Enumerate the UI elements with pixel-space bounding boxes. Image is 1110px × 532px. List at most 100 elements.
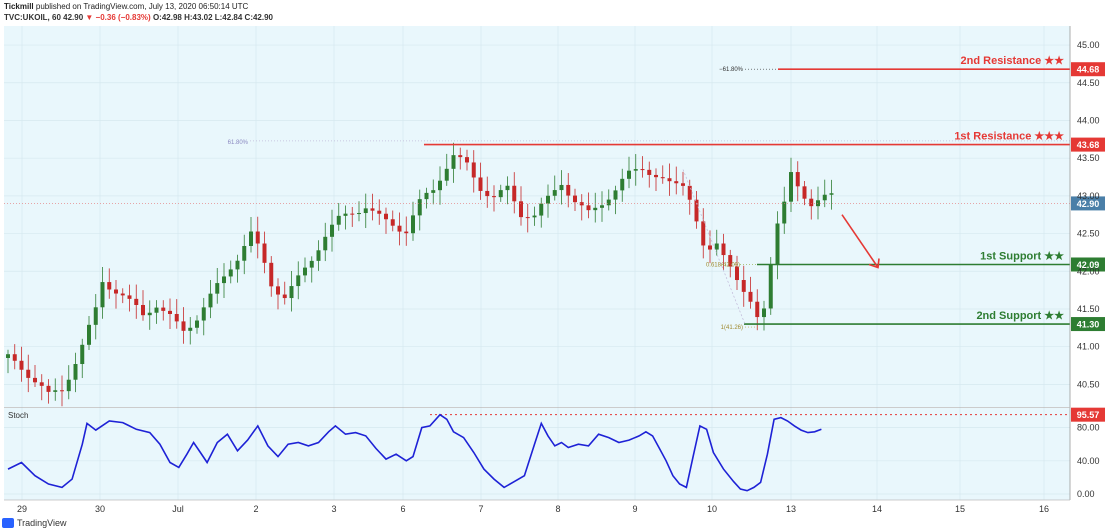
candle-body — [269, 262, 274, 287]
candle-body — [714, 243, 719, 250]
candle-body — [377, 210, 382, 214]
candle-body — [188, 327, 193, 331]
x-tick-label: 10 — [707, 504, 717, 514]
candle-body — [789, 172, 793, 202]
candle-body — [775, 223, 780, 265]
candle-body — [701, 221, 706, 246]
projection-arrow — [841, 214, 879, 268]
candle-body — [654, 174, 658, 178]
level-tag-text: 42.09 — [1077, 260, 1100, 270]
candle-body — [80, 344, 85, 365]
y-tick-label: 40.50 — [1077, 379, 1100, 389]
candle-body — [640, 169, 645, 171]
candle-body — [235, 260, 240, 270]
candle-body — [579, 202, 584, 206]
candle-body — [431, 190, 436, 193]
x-tick-label: 14 — [872, 504, 882, 514]
candle-body — [66, 379, 71, 392]
candle-body — [708, 245, 712, 250]
candle-body — [721, 243, 726, 256]
candle-body — [404, 231, 409, 234]
candle-body — [539, 203, 544, 216]
grid — [4, 26, 1070, 500]
candle-body — [384, 213, 388, 220]
candle-body — [492, 196, 496, 198]
candle-body — [424, 192, 429, 200]
candle-body — [768, 264, 773, 309]
x-tick-label: Jul — [172, 504, 184, 514]
candle-body — [667, 178, 672, 182]
candle-body — [323, 236, 328, 251]
candle-body — [512, 185, 517, 202]
y-tick-label: 41.50 — [1077, 304, 1100, 314]
price-axis: 40.50 41.00 41.50 42.00 42.50 43.00 43.50 44.00… — [4, 26, 1100, 501]
candle-body — [660, 177, 665, 179]
x-tick-label: 3 — [331, 504, 336, 514]
candle-body — [262, 243, 267, 263]
candle-body — [289, 286, 294, 299]
candle-body — [282, 294, 287, 299]
x-tick-label: 13 — [786, 504, 796, 514]
candle-body — [309, 260, 314, 268]
candle-body — [417, 199, 422, 216]
fib-618-label: 61.80% — [228, 140, 249, 146]
fib-mid-label: 0.618(42.09) — [706, 262, 740, 268]
candle-body — [485, 190, 490, 197]
level-label: 2nd Resistance ★★ — [961, 55, 1065, 67]
candle-body — [134, 298, 139, 305]
candle-body — [741, 280, 746, 292]
candle-body — [201, 307, 206, 321]
candle-body — [438, 180, 442, 191]
level-label: 1st Resistance ★★★ — [954, 131, 1064, 143]
candle-body — [795, 172, 800, 187]
candle-body — [755, 301, 760, 318]
candle-body — [6, 354, 10, 358]
x-tick-label: 30 — [95, 504, 105, 514]
price-panel-bg — [4, 26, 1070, 407]
current-price-tag — [1071, 196, 1105, 211]
candle-body — [748, 291, 753, 302]
symbol-line: TVC:UKOIL, 60 42.90 ▼ −0.36 (−0.83%) O:4… — [4, 12, 704, 23]
candle-body — [525, 217, 530, 219]
candle-body — [694, 199, 699, 222]
fib-low-label: 1(41.26) — [721, 325, 743, 331]
candle-body — [12, 354, 17, 361]
candle-body — [127, 295, 132, 299]
candle-body — [532, 215, 537, 218]
candle-body — [390, 219, 395, 226]
candle-body — [316, 250, 321, 261]
candle-body — [154, 307, 159, 313]
level-tag — [1071, 137, 1105, 152]
stoch-y-tick-label: 80.00 — [1077, 423, 1100, 433]
level-label: 2nd Support ★★ — [976, 310, 1064, 322]
x-tick-label: 7 — [478, 504, 483, 514]
candle-body — [93, 307, 98, 325]
publisher-name[interactable]: Tickmill — [4, 2, 34, 11]
stoch-panel-bg — [4, 408, 1070, 500]
tradingview-logo-icon — [2, 518, 14, 528]
projection-arrow-head — [868, 258, 880, 269]
candle-body — [728, 255, 733, 267]
candle-body — [303, 267, 307, 276]
candle-body — [147, 312, 152, 316]
candle-body — [168, 310, 172, 314]
candle-body — [566, 184, 571, 196]
candle-body — [215, 283, 220, 294]
stoch-title: Stoch — [8, 411, 28, 420]
candle-body — [120, 293, 125, 296]
x-tick-label: 6 — [400, 504, 405, 514]
candle-body — [573, 195, 577, 203]
tradingview-brand[interactable]: TradingView — [17, 518, 67, 528]
level-tag-text: 44.68 — [1077, 65, 1100, 75]
candle-body — [19, 360, 24, 370]
candle-body — [228, 269, 233, 277]
candle-body — [296, 275, 301, 287]
candle-body — [519, 201, 523, 218]
candle-body — [60, 390, 64, 392]
level-label: 1st Support ★★ — [980, 250, 1064, 262]
candle-body — [444, 168, 449, 181]
candle-body — [26, 369, 31, 378]
level-tag-text: 43.68 — [1077, 140, 1100, 150]
candle-body — [647, 169, 652, 175]
